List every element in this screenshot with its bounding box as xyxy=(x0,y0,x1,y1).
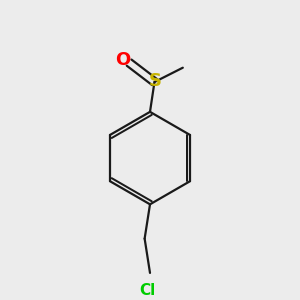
Text: O: O xyxy=(115,51,130,69)
Text: S: S xyxy=(149,72,162,90)
Text: Cl: Cl xyxy=(139,283,155,298)
